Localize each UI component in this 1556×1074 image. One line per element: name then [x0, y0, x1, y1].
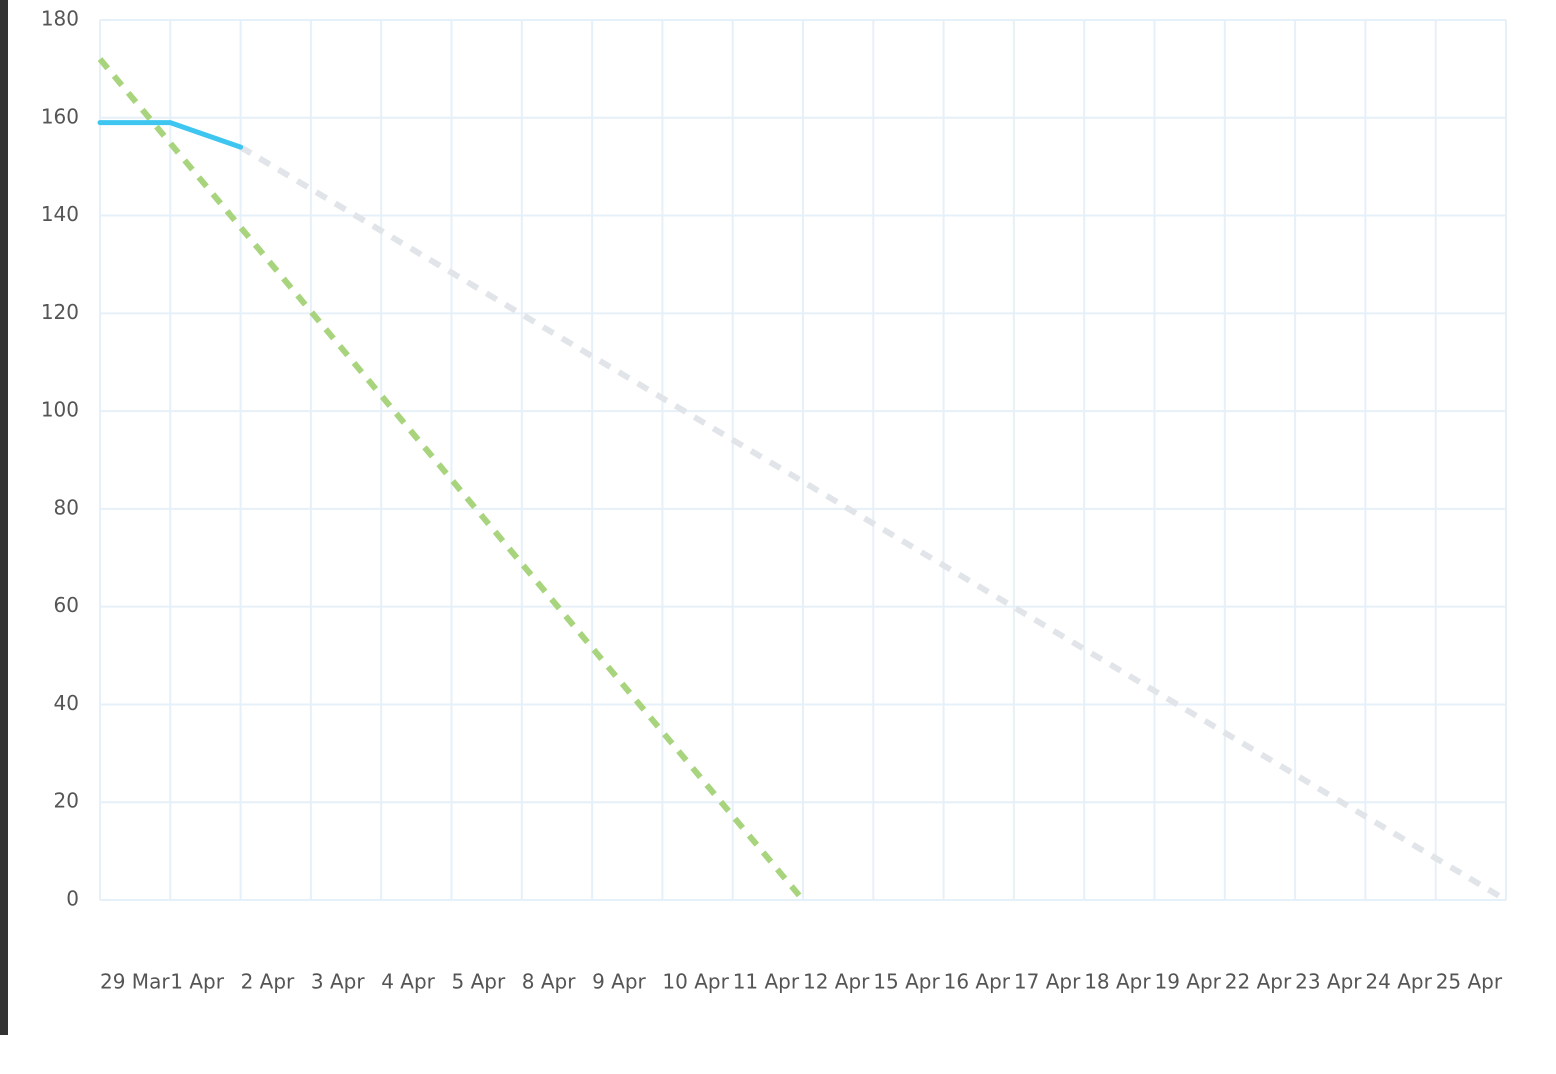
x-tick-label: 4 Apr	[381, 970, 435, 994]
y-tick-label: 140	[41, 202, 79, 226]
y-tick-label: 120	[41, 300, 79, 324]
x-tick-label: 24 Apr	[1365, 970, 1432, 994]
y-tick-label: 20	[54, 789, 79, 813]
x-tick-label: 16 Apr	[944, 970, 1011, 994]
y-tick-label: 60	[54, 593, 79, 617]
x-tick-label: 17 Apr	[1014, 970, 1081, 994]
series-line	[239, 144, 1508, 903]
y-tick-label: 160	[41, 104, 79, 128]
x-tick-label: 19 Apr	[1155, 970, 1222, 994]
x-tick-label: 23 Apr	[1295, 970, 1362, 994]
window-edge	[0, 0, 8, 1035]
y-tick-label: 40	[54, 691, 79, 715]
x-tick-label: 15 Apr	[873, 970, 940, 994]
x-tick-label: 12 Apr	[803, 970, 870, 994]
y-tick-label: 100	[41, 398, 79, 422]
x-tick-label: 8 Apr	[522, 970, 576, 994]
y-tick-label: 180	[41, 7, 79, 31]
x-tick-label: 10 Apr	[662, 970, 729, 994]
x-tick-label: 29 Mar	[100, 970, 170, 994]
x-tick-label: 25 Apr	[1436, 970, 1503, 994]
x-tick-label: 3 Apr	[311, 970, 365, 994]
y-tick-label: 80	[54, 495, 79, 519]
x-tick-label: 1 Apr	[170, 970, 224, 994]
y-tick-label: 0	[66, 887, 79, 911]
series-line	[97, 120, 244, 150]
x-tick-label: 2 Apr	[241, 970, 295, 994]
x-tick-label: 18 Apr	[1084, 970, 1151, 994]
x-tick-label: 11 Apr	[733, 970, 800, 994]
x-tick-label: 9 Apr	[592, 970, 646, 994]
x-tick-label: 22 Apr	[1225, 970, 1292, 994]
series-line	[97, 57, 806, 902]
x-tick-label: 5 Apr	[452, 970, 506, 994]
